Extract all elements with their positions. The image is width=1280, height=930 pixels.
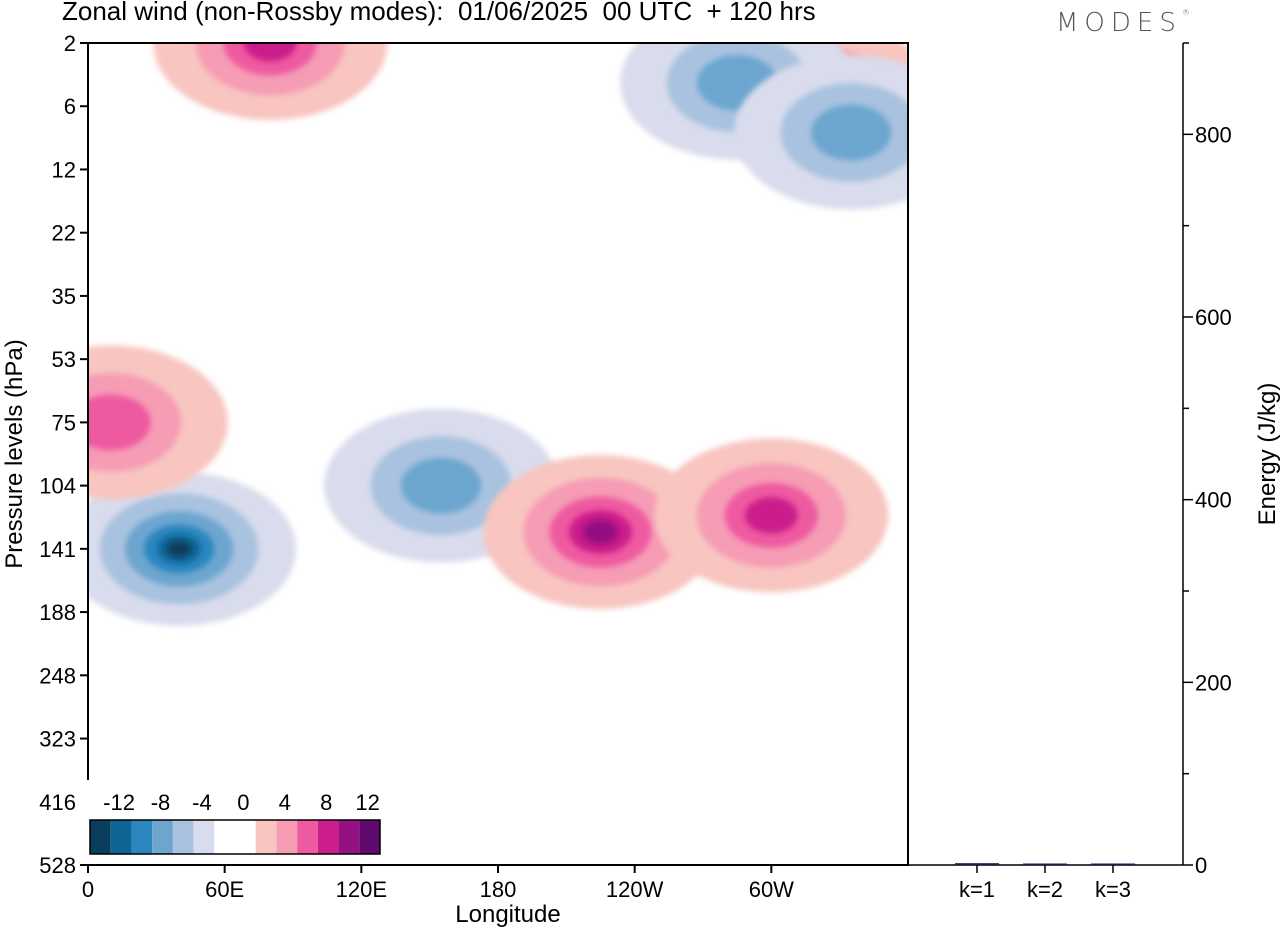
energy-tick-label: 400 (1195, 488, 1232, 513)
colorbar-swatch (338, 820, 360, 854)
y-tick-label: 323 (39, 727, 76, 752)
colorbar-swatch (90, 820, 111, 854)
y-tick-label: 141 (39, 537, 76, 562)
contour-2-5 (582, 519, 619, 545)
contour-0-6 (167, 540, 192, 557)
chart-title: Zonal wind (non-Rossby modes): 01/06/202… (62, 0, 816, 26)
axes: 0 60E 120E 180 120W 60W Longitude 2 6 12 22 35 53 75 1… (1, 31, 909, 928)
y-tick-label: 53 (52, 347, 76, 372)
colorbar-swatch (359, 820, 380, 854)
colorbar-swatch (172, 820, 194, 854)
wind-field (88, 43, 908, 626)
contour-8-3 (811, 104, 892, 161)
x-tick-label: 60W (749, 877, 794, 902)
y-tick-label: 416 (39, 790, 76, 815)
y-tick-label: 12 (52, 157, 76, 182)
energy-category-label: k=2 (1027, 877, 1063, 902)
energy-category-label: k=1 (959, 877, 995, 902)
y-tick-label: 22 (52, 221, 76, 246)
y-tick-label: 248 (39, 663, 76, 688)
colorbar-label: 4 (279, 790, 291, 815)
energy-bar-chart: 0 200 400 600 800 Energy (J/kg) k=1 k=2 k=3 (908, 42, 1280, 902)
y-tick-label: 6 (64, 94, 76, 119)
modes-logo: MODES® (1056, 8, 1190, 38)
colorbar-swatch (131, 820, 153, 854)
colorbar-frame (89, 819, 381, 855)
colorbar-swatch (235, 820, 256, 854)
colorbar-label: 8 (320, 790, 332, 815)
colorbar-label: -12 (103, 790, 135, 815)
energy-tick-label: 0 (1195, 853, 1207, 878)
colorbar-swatch (214, 820, 235, 854)
energy-category-label: k=3 (1095, 877, 1131, 902)
energy-tick-label: 800 (1195, 122, 1232, 147)
colorbar-label: 0 (237, 790, 249, 815)
colorbar-swatch (152, 820, 173, 854)
x-tick-label: 120E (336, 877, 387, 902)
colorbar-swatch (255, 820, 277, 854)
colorbar-label: -4 (192, 790, 212, 815)
x-tick-label: 120W (606, 877, 664, 902)
x-tick-label: 60E (205, 877, 244, 902)
colorbar-label: 12 (355, 790, 379, 815)
y-axis-title: Pressure levels (hPa) (1, 339, 28, 568)
energy-bar-k=2 (1023, 863, 1067, 865)
y-tick-label: 528 (39, 853, 76, 878)
x-tick-label: 180 (480, 877, 517, 902)
y-tick-label: 188 (39, 600, 76, 625)
energy-tick-label: 200 (1195, 670, 1232, 695)
y-tick-label: 75 (52, 410, 76, 435)
contour-3-4 (745, 497, 798, 534)
contour-1-3 (401, 457, 482, 514)
colorbar-label: -8 (151, 790, 171, 815)
energy-tick-label: 600 (1195, 305, 1232, 330)
colorbar: -12 -8 -4 0 4 8 12 (80, 780, 390, 864)
colorbar-swatch (276, 820, 298, 854)
energy-bar-k=3 (1091, 863, 1135, 865)
y-tick-label: 104 (39, 474, 76, 499)
energy-axis-title: Energy (J/kg) (1254, 383, 1280, 526)
energy-bar-k=1 (955, 863, 999, 865)
contour-5-4 (243, 43, 297, 62)
y-tick-label: 35 (52, 284, 76, 309)
colorbar-swatch (110, 820, 132, 854)
colorbar-swatch (297, 820, 318, 854)
contour-4-3 (88, 394, 151, 451)
x-tick-label: 0 (82, 877, 94, 902)
x-axis-title: Longitude (455, 901, 560, 928)
colorbar-swatch (193, 820, 215, 854)
y-tick-label: 2 (64, 31, 76, 56)
colorbar-swatch (317, 820, 339, 854)
